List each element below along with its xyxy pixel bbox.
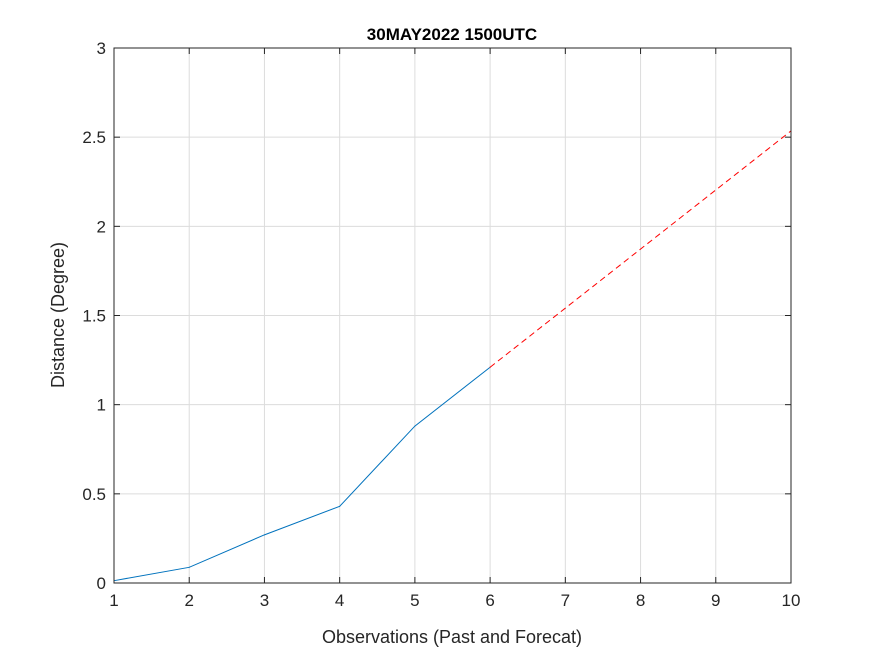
- data-point: [414, 425, 416, 427]
- y-tick-label: 1: [97, 396, 106, 415]
- y-tick-label: 1.5: [82, 307, 106, 326]
- y-tick-label: 0.5: [82, 485, 106, 504]
- y-axis-label: Distance (Degree): [48, 242, 68, 388]
- data-point: [263, 534, 265, 536]
- x-tick-label: 8: [636, 591, 645, 610]
- chart-title: 30MAY2022 1500UTC: [367, 25, 537, 44]
- x-tick-label: 3: [260, 591, 269, 610]
- series-group: [113, 130, 792, 582]
- x-tick-label: 7: [561, 591, 570, 610]
- x-tick-label: 5: [410, 591, 419, 610]
- x-tick-label: 9: [711, 591, 720, 610]
- y-tick-label: 3: [97, 39, 106, 58]
- data-point: [339, 505, 341, 507]
- x-tick-label: 1: [109, 591, 118, 610]
- data-point: [188, 566, 190, 568]
- x-tick-label: 6: [485, 591, 494, 610]
- ticks: 1 2 3 4 5 6 7 8 9 10 0 0.5 1 1.5 2 2.5 3: [82, 39, 800, 610]
- x-axis-label: Observations (Past and Forecat): [322, 627, 582, 647]
- y-tick-label: 2: [97, 217, 106, 236]
- series-line-past: [113, 366, 491, 582]
- y-tick-label: 0: [97, 574, 106, 593]
- x-tick-label: 4: [335, 591, 344, 610]
- y-tick-label: 2.5: [82, 128, 106, 147]
- data-point: [489, 366, 491, 368]
- series-line-forecast: [489, 130, 792, 368]
- x-tick-label: 10: [782, 591, 801, 610]
- x-tick-label: 2: [184, 591, 193, 610]
- grid: [113, 47, 792, 584]
